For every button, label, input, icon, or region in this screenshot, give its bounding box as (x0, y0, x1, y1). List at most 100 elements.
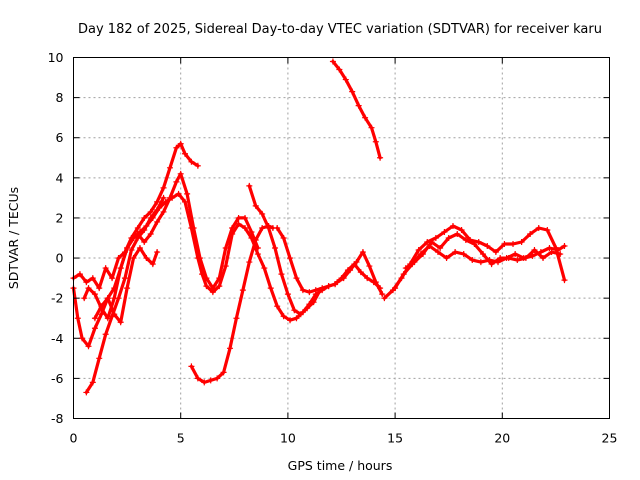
data-point (128, 247, 135, 254)
data-point (233, 315, 240, 322)
data-point (154, 206, 161, 213)
data-point (480, 251, 487, 258)
tick-marks (73, 57, 610, 419)
data-point (469, 257, 476, 264)
data-point (194, 162, 201, 169)
data-point (141, 226, 148, 233)
data-point (359, 249, 366, 256)
data-point (561, 277, 568, 284)
data-point (280, 235, 287, 241)
data-point (188, 363, 195, 370)
x-tick-label: 0 (70, 431, 78, 446)
y-tick-label: 8 (56, 90, 64, 105)
data-point (329, 58, 336, 65)
data-point (222, 263, 229, 270)
data-point (181, 198, 188, 205)
data-point (449, 222, 456, 229)
data-point (540, 255, 547, 262)
chart-title: Day 182 of 2025, Sidereal Day-to-day VTE… (78, 22, 602, 37)
data-point (147, 208, 154, 215)
data-point (336, 66, 343, 73)
data-point (96, 285, 103, 292)
data-point (220, 369, 227, 376)
y-tick-label: -8 (51, 411, 64, 426)
data-point (117, 319, 124, 326)
data-point (89, 379, 96, 386)
data-point (248, 235, 255, 241)
data-point (402, 265, 409, 272)
y-tick-label: 4 (56, 170, 64, 185)
y-tick-label: -4 (51, 331, 64, 346)
data-point (274, 224, 281, 231)
series-sat-f (189, 224, 275, 384)
data-point (458, 226, 465, 233)
data-point (235, 220, 242, 227)
data-point (278, 271, 285, 278)
data-point (514, 257, 521, 264)
series-sat-g (247, 184, 322, 316)
data-point (85, 343, 92, 350)
data-point (518, 239, 525, 246)
data-point (91, 315, 98, 322)
data-point (201, 379, 208, 386)
data-point (181, 150, 188, 157)
data-point (98, 303, 105, 310)
data-point (166, 164, 173, 171)
y-tick-label: 0 (56, 251, 64, 266)
data-point (441, 228, 448, 235)
data-point (392, 285, 399, 292)
data-point (239, 287, 246, 294)
data-point (89, 275, 96, 282)
data-point (319, 285, 326, 292)
data-point (85, 285, 92, 292)
data-point (334, 279, 341, 286)
data-point (265, 224, 272, 231)
y-tick-label: 6 (56, 130, 64, 145)
data-point (293, 315, 300, 322)
data-point (274, 303, 281, 310)
y-tick-label: -6 (51, 371, 64, 386)
data-point (428, 239, 435, 246)
data-point (134, 224, 141, 231)
data-point (400, 271, 407, 278)
data-point (437, 245, 444, 252)
data-point (147, 214, 154, 221)
x-tick-label: 20 (494, 431, 510, 446)
data-point (492, 249, 499, 256)
data-point (246, 182, 253, 189)
x-tick-label: 10 (280, 431, 296, 446)
data-point (415, 247, 422, 254)
data-point (242, 224, 249, 231)
data-point (548, 249, 555, 256)
data-point (188, 224, 195, 231)
data-point (477, 259, 484, 266)
data-point (353, 259, 360, 266)
data-point (297, 311, 304, 318)
data-point (267, 285, 274, 292)
data-point (111, 311, 118, 318)
data-point (488, 261, 495, 268)
data-point (505, 255, 512, 262)
data-point (452, 249, 459, 256)
y-tick-label: -2 (51, 291, 63, 306)
data-point (222, 245, 229, 252)
data-point (291, 307, 298, 314)
data-point (242, 214, 249, 221)
y-tick-label: 2 (56, 210, 64, 225)
data-point (364, 275, 371, 282)
data-point (325, 283, 332, 290)
data-point (216, 283, 223, 290)
data-point (160, 184, 167, 191)
data-point (83, 389, 90, 396)
data-point (261, 265, 268, 272)
data-point (229, 224, 236, 231)
data-point (147, 230, 154, 237)
x-tick-label: 5 (177, 431, 185, 446)
data-point (76, 271, 83, 278)
data-point (149, 261, 156, 268)
data-point (280, 313, 287, 320)
data-point (510, 241, 517, 248)
data-point (304, 305, 311, 312)
series-sat-k (382, 224, 567, 300)
series-sat-j (335, 250, 384, 296)
